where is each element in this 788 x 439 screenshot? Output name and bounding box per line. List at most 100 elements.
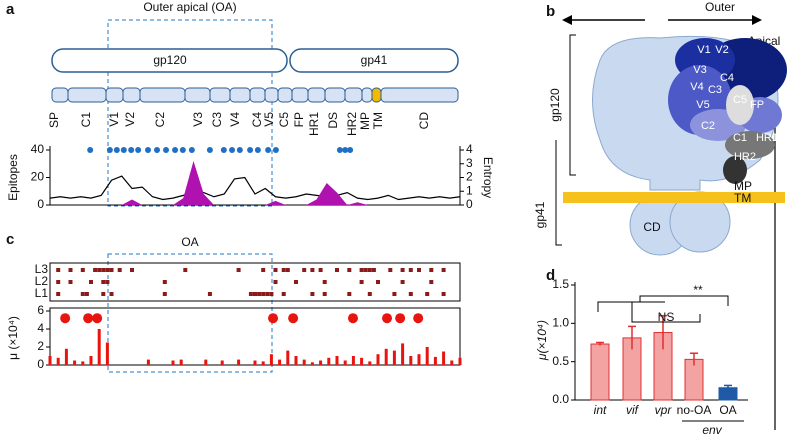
marker	[268, 313, 279, 324]
bar	[368, 361, 372, 365]
lane-mark	[183, 268, 188, 272]
direction-label: Outer	[705, 0, 735, 14]
bar	[97, 329, 101, 365]
lane-mark	[80, 292, 85, 296]
y-tick-label: 1.5	[552, 277, 569, 291]
lane-mark	[162, 280, 167, 284]
region-label: Outer apical (OA)	[143, 0, 236, 14]
lane-mark	[93, 268, 98, 272]
domain-segment	[380, 87, 459, 103]
lane-mark	[97, 268, 102, 272]
domain-segment	[307, 87, 326, 103]
lane-mark	[347, 268, 352, 272]
bar	[590, 343, 610, 401]
lane-mark	[281, 268, 286, 272]
y-tick-label: 0.0	[552, 392, 569, 406]
x-tick-label: vif	[626, 403, 640, 417]
bar	[433, 356, 437, 365]
bar	[335, 356, 339, 365]
y2-tick-label: 2	[466, 170, 473, 184]
lane-mark	[236, 268, 241, 272]
lane-mark	[371, 268, 376, 272]
y2-tick-label: 3	[466, 156, 473, 170]
marker	[347, 313, 358, 324]
annotation: NS	[658, 310, 675, 324]
lane-mark	[425, 292, 430, 296]
bar	[360, 357, 364, 365]
lane-mark	[429, 268, 434, 272]
structure-label: C3	[708, 84, 722, 96]
x-tick-label: no-OA	[677, 403, 712, 417]
bar	[392, 350, 396, 365]
y-tick-label: 1.0	[552, 316, 569, 330]
lane-mark	[248, 292, 253, 296]
y-tick-label: 40	[31, 142, 45, 156]
bar	[376, 354, 380, 365]
bar	[458, 357, 462, 365]
structure-label: MP	[734, 179, 752, 193]
epitope-dot	[163, 147, 170, 153]
lane-mark	[130, 268, 134, 272]
epitope-dot	[347, 147, 354, 153]
domain-segment	[67, 87, 107, 103]
lane-mark	[109, 292, 114, 296]
bar	[81, 361, 85, 365]
gp120-box	[51, 48, 288, 73]
domain-bar	[51, 87, 459, 103]
lane-mark	[273, 268, 278, 272]
structure-label: V5	[696, 99, 709, 111]
epitope-dot	[128, 147, 135, 153]
lane-mark	[400, 280, 405, 284]
structure-label: C4	[720, 72, 734, 84]
epitope-dot	[220, 147, 227, 153]
lane-mark	[359, 280, 364, 284]
bar	[48, 356, 52, 365]
marker	[83, 313, 94, 324]
lane-mark	[417, 268, 421, 272]
entropy-area	[50, 161, 460, 205]
lane-mark	[68, 280, 73, 284]
domain-label: C4	[250, 112, 264, 128]
bracket	[555, 140, 562, 246]
domain-segment	[105, 87, 124, 103]
bar	[146, 359, 150, 365]
epitope-dot	[120, 147, 127, 153]
bar	[278, 359, 282, 365]
bar	[310, 362, 314, 365]
bar	[294, 356, 298, 365]
y2-axis-label: Entropy	[481, 157, 495, 198]
bar	[425, 347, 429, 365]
bar	[302, 359, 306, 365]
lane-mark	[109, 268, 114, 272]
domain-label: HR2	[345, 112, 359, 136]
protein-label: gp120	[153, 53, 187, 67]
annotation: **	[693, 283, 703, 297]
structure-label: CD	[643, 220, 661, 234]
y-axis-label: μ (×10⁴)	[6, 316, 20, 360]
domain-segment	[184, 87, 211, 103]
structure-label: V4	[690, 81, 703, 93]
domain-label: C5	[277, 112, 291, 128]
structure	[726, 85, 754, 125]
lane-mark	[117, 268, 122, 272]
marker	[382, 313, 393, 324]
domain-segment	[139, 87, 186, 103]
bar	[261, 361, 265, 365]
epitope-dot	[106, 147, 113, 153]
structure-label: C1	[733, 132, 747, 144]
panel-letter: d	[546, 267, 555, 284]
domain-segment	[209, 87, 231, 103]
lane-mark	[285, 268, 290, 272]
lane-label: L2	[35, 274, 49, 288]
bar	[171, 360, 175, 365]
structure-label: FP	[750, 99, 764, 111]
y-tick-label: 0	[37, 197, 44, 211]
membrane	[563, 192, 785, 203]
domain-segment	[249, 87, 266, 103]
entropy-line	[49, 175, 461, 201]
structure	[725, 131, 775, 159]
bar	[319, 360, 323, 365]
bar	[56, 357, 60, 365]
bar	[401, 343, 405, 365]
